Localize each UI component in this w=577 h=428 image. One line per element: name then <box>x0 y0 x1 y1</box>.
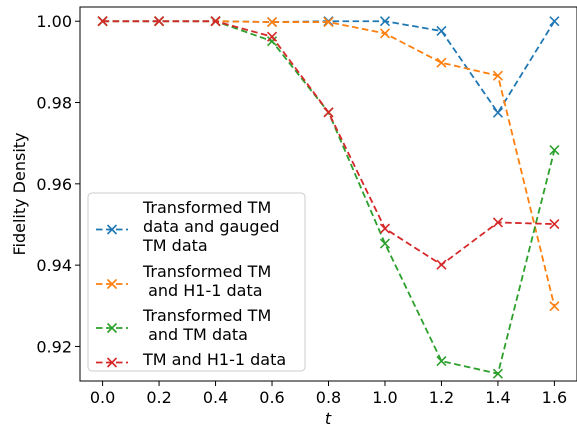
series-4-point <box>323 107 334 118</box>
series-4-point <box>549 219 560 230</box>
legend-marker <box>106 357 118 368</box>
series-1-point <box>549 16 560 27</box>
legend-item-1: Transformed TM data and gauged TM data <box>96 198 280 255</box>
series-2-point <box>379 28 391 39</box>
series-1 <box>97 16 560 118</box>
series-3-point <box>379 238 391 249</box>
series-4-point <box>492 217 503 228</box>
series-layer <box>97 16 560 379</box>
y-tick-label: 1.00 <box>36 12 72 31</box>
series-1-line <box>102 20 556 115</box>
series-4 <box>97 16 560 270</box>
series-3-point <box>266 36 278 47</box>
series-2-point <box>549 301 560 312</box>
legend-label: Transformed TM data and gauged TM data <box>142 198 280 255</box>
series-1-point <box>379 16 391 27</box>
series-4-point <box>210 16 221 27</box>
x-axis-label: t <box>325 409 332 428</box>
legend-item-2: Transformed TM and H1-1 data <box>96 262 271 300</box>
series-2-point <box>266 16 278 28</box>
legend-item-3: Transformed TM and TM data <box>96 306 271 344</box>
legend-label: Transformed TM and H1-1 data <box>142 262 271 300</box>
y-tick-label: 0.92 <box>36 337 72 356</box>
legend-marker <box>106 322 118 334</box>
legend-frame <box>87 192 306 372</box>
series-4-point <box>436 259 447 270</box>
series-4-point <box>379 223 391 234</box>
y-axis-label: Fidelity Density <box>10 132 29 255</box>
legend: Transformed TM data and gauged TM data Tran… <box>87 192 306 372</box>
y-tick-label: 0.98 <box>36 94 72 113</box>
series-2-point <box>323 16 334 28</box>
legend-item-4: TM and H1-1 data <box>96 350 286 369</box>
legend-marker <box>106 278 118 290</box>
x-tick-label: 1.2 <box>429 388 454 407</box>
legend-label: TM and H1-1 data <box>142 350 286 369</box>
x-tick-label: 0.6 <box>259 388 284 407</box>
series-1-point <box>492 107 503 118</box>
x-tick-label: 1.4 <box>485 388 510 407</box>
series-3-point <box>549 145 560 156</box>
series-3-point <box>492 368 503 379</box>
series-3-point <box>436 356 447 367</box>
x-tick-label: 0.2 <box>146 388 171 407</box>
x-tick-label: 0.8 <box>316 388 341 407</box>
series-4-point <box>154 16 165 27</box>
y-axis-ticks: 0.92 0.94 0.96 0.98 1.00 <box>36 12 80 356</box>
series-4-point <box>266 31 278 42</box>
series-4-point <box>97 16 108 27</box>
legend-marker <box>106 224 118 235</box>
legend-label: Transformed TM and TM data <box>142 306 271 344</box>
series-2-point <box>436 57 447 68</box>
x-axis-ticks: 0.0 0.2 0.4 0.6 0.8 1.0 1.2 1.4 1.6 <box>90 381 567 407</box>
series-1-point <box>436 25 447 37</box>
y-tick-label: 0.94 <box>36 256 72 275</box>
x-tick-label: 1.6 <box>542 388 567 407</box>
x-tick-label: 1.0 <box>372 388 397 407</box>
series-2-point <box>492 70 503 81</box>
y-tick-label: 0.96 <box>36 175 72 194</box>
x-tick-label: 0.0 <box>90 388 115 407</box>
x-tick-label: 0.4 <box>203 388 228 407</box>
